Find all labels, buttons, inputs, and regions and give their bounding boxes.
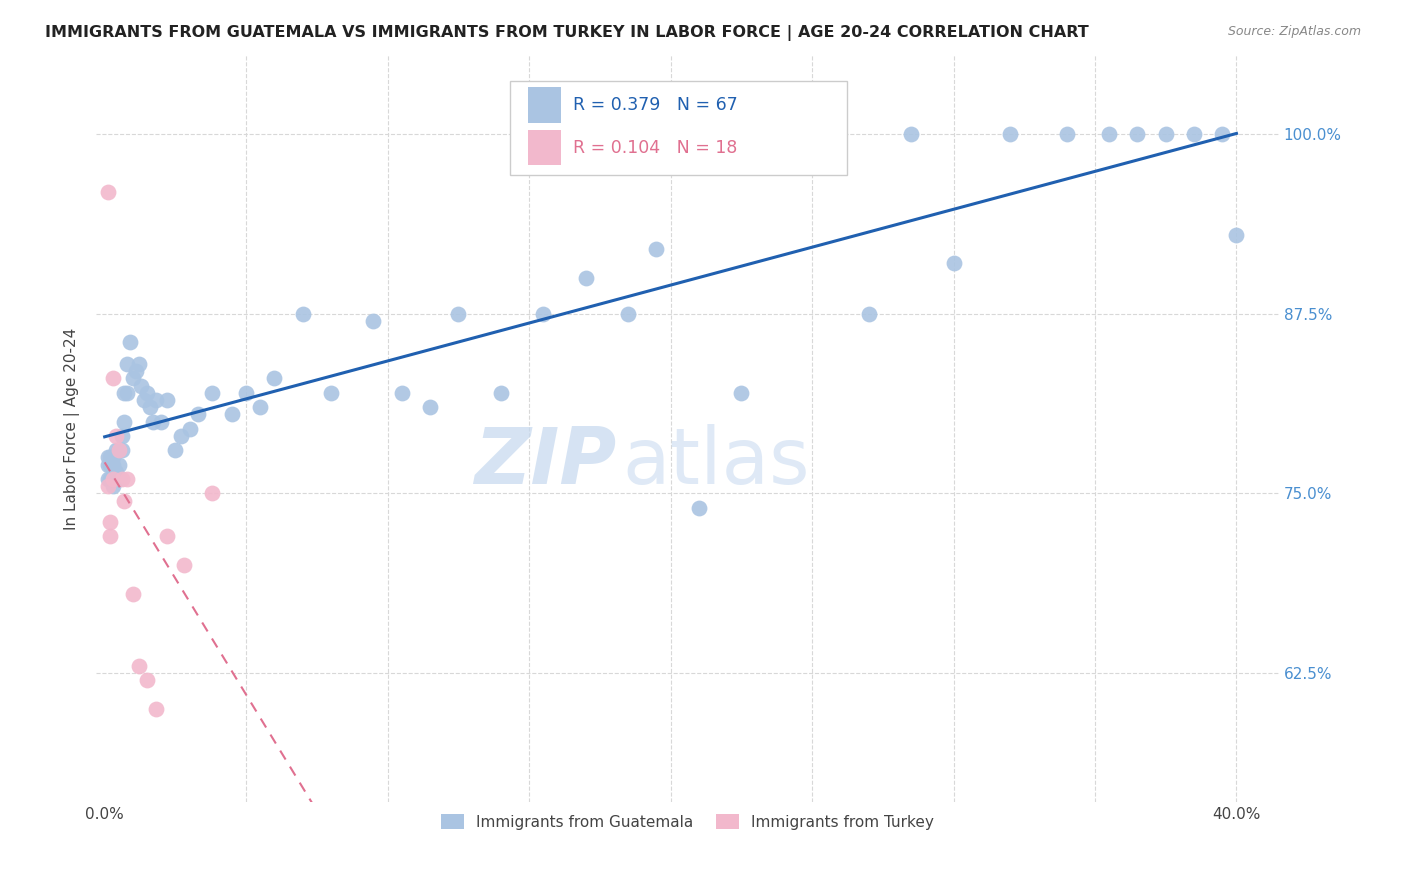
Point (156, 392, 179, 407)
Point (108, 472, 131, 486)
Point (125, 364, 148, 378)
Point (998, 127, 1021, 141)
Point (98, 450, 121, 465)
Point (96, 450, 118, 465)
Point (263, 371, 285, 385)
Point (221, 407, 243, 421)
Point (120, 335, 142, 350)
Point (128, 658, 150, 673)
Point (114, 493, 136, 508)
Point (134, 392, 156, 407)
Point (145, 392, 167, 407)
Point (96, 472, 118, 486)
Point (139, 400, 162, 414)
Point (101, 450, 124, 465)
Point (179, 422, 201, 436)
Point (1126, 127, 1149, 141)
Point (363, 314, 385, 328)
Point (815, 127, 838, 141)
Point (156, 529, 179, 543)
Point (145, 702, 167, 716)
FancyBboxPatch shape (527, 87, 561, 122)
Point (111, 472, 134, 486)
Point (688, 500, 710, 515)
Point (249, 400, 271, 414)
Point (201, 486, 224, 500)
Point (98, 472, 121, 486)
Point (117, 357, 139, 371)
Point (96, 185, 118, 199)
Point (730, 385, 752, 400)
Text: ZIP: ZIP (474, 425, 617, 500)
Point (122, 587, 145, 601)
Point (104, 429, 127, 443)
Point (170, 429, 193, 443)
Point (645, 242, 668, 256)
Point (575, 270, 598, 285)
Point (98, 515, 121, 529)
Point (173, 558, 195, 573)
Point (617, 307, 640, 321)
Point (101, 371, 124, 385)
Point (391, 385, 413, 400)
FancyBboxPatch shape (510, 81, 848, 175)
Point (1211, 127, 1233, 141)
Point (117, 472, 139, 486)
Text: IMMIGRANTS FROM GUATEMALA VS IMMIGRANTS FROM TURKEY IN LABOR FORCE | AGE 20-24 C: IMMIGRANTS FROM GUATEMALA VS IMMIGRANTS … (45, 25, 1088, 41)
Point (114, 385, 136, 400)
Point (1154, 127, 1177, 141)
Point (108, 458, 131, 472)
Point (772, 127, 794, 141)
FancyBboxPatch shape (527, 129, 561, 166)
Point (419, 400, 441, 414)
Point (1182, 127, 1205, 141)
Y-axis label: In Labor Force | Age 20-24: In Labor Force | Age 20-24 (65, 327, 80, 530)
Point (122, 371, 145, 385)
Text: Source: ZipAtlas.com: Source: ZipAtlas.com (1227, 25, 1361, 38)
Point (108, 443, 131, 458)
Point (108, 443, 131, 458)
Point (111, 429, 134, 443)
Point (96, 479, 118, 493)
Point (291, 307, 314, 321)
Point (900, 127, 922, 141)
Point (101, 458, 124, 472)
Point (117, 385, 139, 400)
Point (858, 307, 880, 321)
Point (165, 443, 187, 458)
Point (128, 357, 150, 371)
Point (1225, 227, 1247, 242)
Text: atlas: atlas (623, 425, 810, 500)
Point (235, 385, 257, 400)
Point (447, 307, 470, 321)
Legend: Immigrants from Guatemala, Immigrants from Turkey: Immigrants from Guatemala, Immigrants fr… (434, 808, 941, 836)
Point (136, 673, 159, 687)
Point (531, 307, 554, 321)
Point (96, 458, 118, 472)
Point (201, 385, 224, 400)
Point (98, 529, 121, 543)
Point (111, 443, 134, 458)
Point (101, 472, 124, 486)
Text: R = 0.104   N = 18: R = 0.104 N = 18 (572, 139, 737, 157)
Point (104, 443, 127, 458)
Point (104, 465, 127, 479)
Point (319, 385, 342, 400)
Point (489, 385, 512, 400)
Point (187, 407, 209, 421)
Point (98, 458, 121, 472)
Point (150, 415, 173, 429)
Point (142, 415, 165, 429)
Point (101, 479, 124, 493)
Point (136, 385, 159, 400)
Point (942, 256, 965, 270)
Text: R = 0.379   N = 67: R = 0.379 N = 67 (572, 96, 738, 114)
Point (1098, 127, 1121, 141)
Point (131, 378, 153, 392)
Point (1056, 127, 1078, 141)
Point (114, 415, 136, 429)
